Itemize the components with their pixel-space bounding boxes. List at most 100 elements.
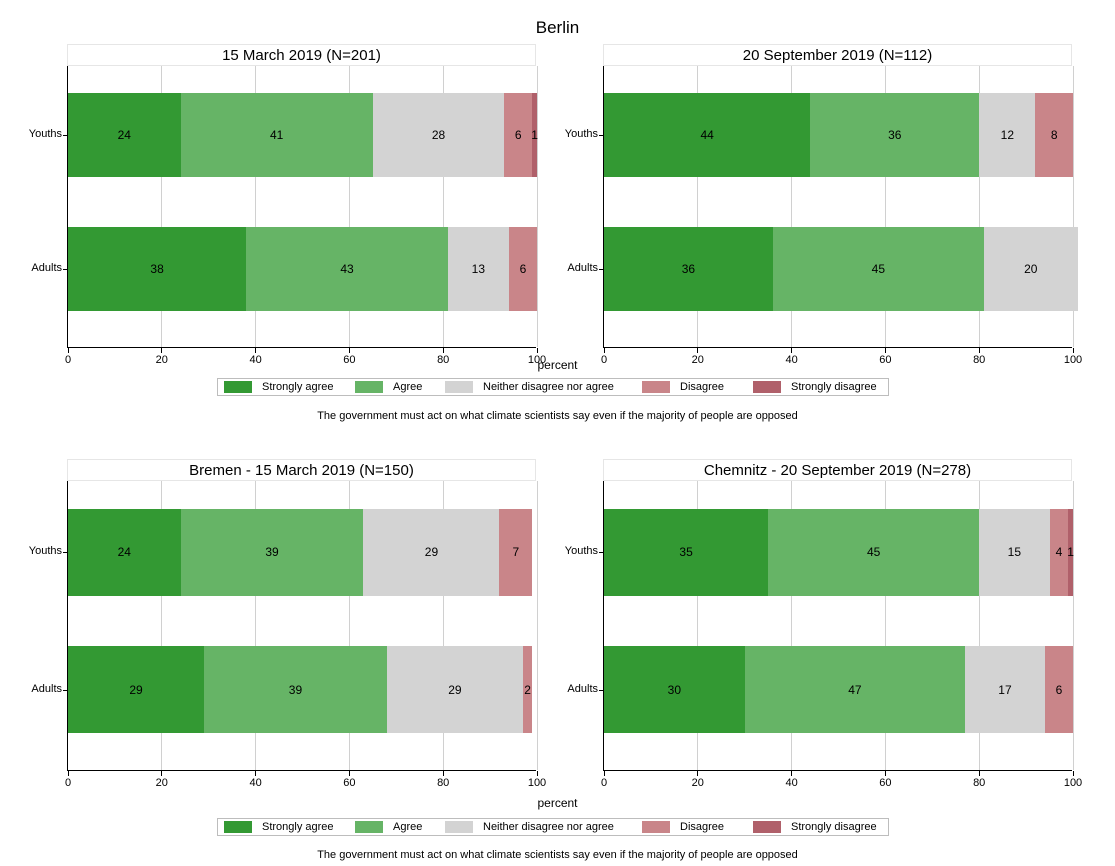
data-label: 6 — [519, 262, 527, 277]
gridline — [536, 66, 538, 347]
bar-segment-youths-disagree: 8 — [1035, 92, 1073, 178]
legend-item-strongly-disagree: Strongly disagree — [753, 820, 877, 834]
data-label: 13 — [471, 262, 486, 277]
legend-item-neither-disagree-nor-agree: Neither disagree nor agree — [445, 820, 614, 834]
data-label: 28 — [431, 128, 446, 143]
x-tick-label: 0 — [600, 354, 608, 366]
x-tick-mark — [442, 348, 444, 353]
x-tick-label: 60 — [879, 354, 892, 366]
plot-area: Youths 24 39 29 7 Adults 29 39 29 2 0 20 40 60 80 100 — [29, 481, 546, 789]
x-tick-label: 100 — [527, 354, 547, 366]
legend-swatch — [753, 381, 781, 393]
panel-chemnitz-september: Chemnitz - 20 September 2019 (N=278) Yout… — [565, 459, 1082, 789]
data-label: 8 — [1050, 128, 1058, 143]
data-label: 36 — [888, 128, 902, 143]
data-label: 6 — [514, 128, 522, 143]
gridline — [161, 481, 163, 770]
x-tick-mark — [442, 771, 444, 776]
legend-label: Strongly disagree — [791, 821, 877, 833]
bar-segment-adults-neither-disagree-nor-agree: 13 — [447, 226, 509, 312]
bar-segment-adults-strongly-agree: 38 — [68, 226, 247, 312]
bar-segment-youths-strongly-agree: 24 — [68, 508, 181, 596]
bar-segment-youths-neither-disagree-nor-agree: 29 — [363, 508, 500, 596]
x-tick-label: 80 — [437, 354, 450, 366]
category-label-adults: Adults — [31, 682, 62, 695]
panel-berlin-march: 15 March 2019 (N=201) Youths 24 41 28 6 1 Adult… — [29, 44, 546, 366]
x-tick-mark — [1072, 771, 1074, 776]
category-label-adults: Adults — [567, 262, 598, 275]
bar-segment-adults-strongly-agree: 29 — [68, 646, 204, 734]
legend-item-strongly-agree: Strongly agree — [224, 820, 334, 834]
x-tick-label: 60 — [343, 354, 356, 366]
gridline — [978, 66, 980, 347]
x-tick-label: 80 — [437, 777, 450, 789]
category-label-adults: Adults — [567, 682, 598, 695]
bar-segment-adults-neither-disagree-nor-agree: 29 — [386, 646, 523, 734]
category-label-youths: Youths — [28, 545, 62, 558]
y-tick-mark — [63, 689, 68, 691]
x-tick-label: 20 — [155, 354, 168, 366]
y-tick-mark — [63, 135, 68, 137]
data-label: 38 — [150, 262, 164, 277]
gridline — [697, 481, 699, 770]
data-label: 39 — [265, 545, 279, 560]
x-tick-label: 100 — [1063, 777, 1083, 789]
legend-label: Disagree — [680, 821, 725, 833]
gridline — [348, 481, 350, 770]
bar-segment-adults-disagree: 6 — [1044, 646, 1073, 734]
category-label-youths: Youths — [28, 128, 62, 141]
bar-segment-youths-strongly-agree: 44 — [604, 92, 811, 178]
x-tick-mark — [978, 771, 980, 776]
bar-segment-youths-strongly-agree: 35 — [604, 508, 769, 596]
data-label: 24 — [117, 545, 131, 560]
bar-segment-youths-disagree: 4 — [1049, 508, 1069, 596]
question-note-top: The government must act on what climate … — [317, 410, 798, 422]
data-label: 6 — [1055, 682, 1063, 697]
bar-segment-adults-disagree: 2 — [522, 646, 533, 734]
legend-item-agree: Agree — [355, 380, 422, 394]
gridline — [884, 66, 886, 347]
legend-swatch — [642, 381, 670, 393]
x-tick-mark — [884, 771, 886, 776]
data-label: 15 — [1007, 545, 1022, 560]
x-tick-label: 20 — [691, 354, 704, 366]
x-tick-mark — [67, 348, 69, 353]
panel-title: 15 March 2019 (N=201) — [67, 44, 536, 66]
y-tick-mark — [599, 689, 604, 691]
question-note-bottom: The government must act on what climate … — [317, 849, 798, 861]
x-tick-label: 0 — [64, 777, 72, 789]
category-label-youths: Youths — [564, 128, 598, 141]
legend-swatch — [224, 821, 252, 833]
legend-swatch — [355, 381, 383, 393]
legend-swatch — [355, 821, 383, 833]
data-label: 24 — [117, 128, 131, 143]
gridline — [884, 481, 886, 770]
bar-segment-adults-disagree: 6 — [508, 226, 537, 312]
bar-segment-adults-strongly-agree: 36 — [604, 226, 773, 312]
legend-label: Agree — [393, 821, 423, 833]
legend-label: Disagree — [680, 381, 725, 393]
legend-label: Strongly agree — [262, 381, 334, 393]
data-label: 30 — [667, 682, 682, 697]
x-tick-mark — [1072, 348, 1074, 353]
legend-top: Strongly agree Agree Neither disagree nor … — [217, 378, 889, 396]
bar-segment-youths-neither-disagree-nor-agree: 28 — [372, 92, 505, 178]
data-label: 41 — [270, 128, 284, 143]
legend-swatch — [224, 381, 252, 393]
data-label: 45 — [866, 545, 881, 560]
x-tick-label: 60 — [343, 777, 356, 789]
gridline — [442, 66, 444, 347]
x-axis-title-top: percent — [537, 358, 578, 372]
data-label: 12 — [1000, 128, 1014, 143]
x-tick-label: 40 — [785, 777, 798, 789]
bar-segment-youths-agree: 45 — [768, 508, 980, 596]
x-tick-mark — [536, 771, 538, 776]
data-label: 43 — [340, 262, 354, 277]
x-tick-mark — [978, 348, 980, 353]
x-tick-mark — [791, 348, 793, 353]
category-label-youths: Youths — [564, 545, 598, 558]
gridline — [791, 66, 793, 347]
bar-segment-youths-strongly-disagree: 1 — [1067, 508, 1074, 596]
data-label: 29 — [448, 682, 462, 697]
x-tick-label: 100 — [1063, 354, 1083, 366]
